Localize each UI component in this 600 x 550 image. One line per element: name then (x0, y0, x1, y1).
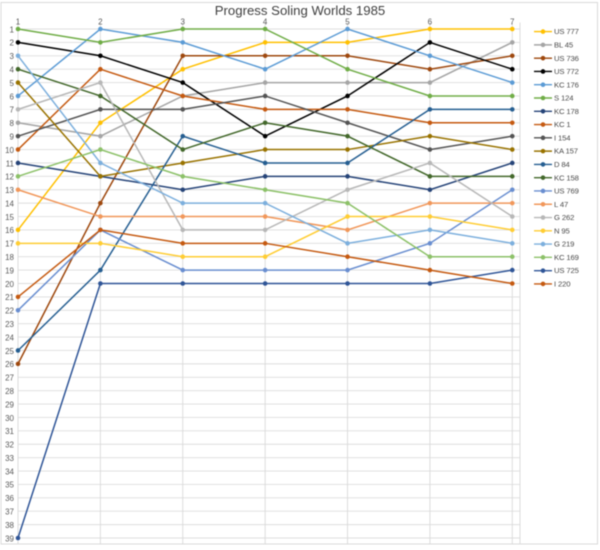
svg-text:7: 7 (510, 17, 515, 26)
svg-text:32: 32 (5, 441, 14, 450)
svg-text:3: 3 (10, 52, 15, 61)
svg-text:N 95: N 95 (554, 226, 570, 235)
svg-text:29: 29 (5, 400, 14, 409)
svg-text:4: 4 (263, 17, 268, 26)
svg-text:US 736: US 736 (554, 54, 579, 63)
svg-text:D 84: D 84 (554, 160, 571, 169)
svg-text:27: 27 (5, 374, 14, 383)
svg-text:34: 34 (5, 467, 14, 476)
svg-text:KC 169: KC 169 (554, 253, 579, 262)
svg-text:G 219: G 219 (554, 240, 574, 249)
svg-text:20: 20 (5, 280, 14, 289)
svg-text:1: 1 (10, 25, 15, 34)
svg-text:31: 31 (5, 427, 14, 436)
svg-text:12: 12 (5, 173, 14, 182)
svg-text:KA 157: KA 157 (554, 147, 578, 156)
svg-text:26: 26 (5, 360, 14, 369)
svg-text:6: 6 (10, 92, 15, 101)
svg-text:2: 2 (98, 17, 103, 26)
svg-text:15: 15 (5, 213, 14, 222)
svg-text:16: 16 (5, 226, 14, 235)
svg-text:13: 13 (5, 186, 14, 195)
svg-text:I 220: I 220 (554, 280, 570, 289)
svg-text:33: 33 (5, 454, 14, 463)
svg-text:25: 25 (5, 347, 14, 356)
svg-text:39: 39 (5, 534, 14, 543)
svg-text:3: 3 (181, 17, 186, 26)
svg-text:18: 18 (5, 253, 14, 262)
svg-text:14: 14 (5, 199, 14, 208)
svg-text:2: 2 (10, 39, 15, 48)
svg-text:US 769: US 769 (554, 187, 579, 196)
svg-text:24: 24 (5, 333, 14, 342)
svg-text:9: 9 (10, 132, 15, 141)
svg-text:28: 28 (5, 387, 14, 396)
svg-text:38: 38 (5, 521, 14, 530)
svg-text:37: 37 (5, 508, 14, 517)
svg-text:35: 35 (5, 481, 14, 490)
svg-text:US 772: US 772 (554, 67, 579, 76)
svg-text:6: 6 (428, 17, 433, 26)
svg-text:7: 7 (10, 106, 15, 115)
svg-text:US 777: US 777 (554, 27, 579, 36)
svg-text:5: 5 (10, 79, 15, 88)
svg-text:4: 4 (10, 65, 15, 74)
svg-text:21: 21 (5, 293, 14, 302)
svg-text:17: 17 (5, 240, 14, 249)
svg-text:36: 36 (5, 494, 14, 503)
svg-text:8: 8 (10, 119, 15, 128)
svg-text:L 47: L 47 (554, 200, 568, 209)
svg-text:11: 11 (6, 159, 15, 168)
svg-text:5: 5 (345, 17, 350, 26)
svg-text:G 262: G 262 (554, 213, 574, 222)
svg-text:KC 176: KC 176 (554, 80, 579, 89)
svg-text:KC 158: KC 158 (554, 173, 579, 182)
svg-text:S 124: S 124 (554, 94, 574, 103)
svg-text:KC 1: KC 1 (554, 120, 571, 129)
svg-text:23: 23 (5, 320, 14, 329)
svg-text:KC 178: KC 178 (554, 107, 579, 116)
svg-text:19: 19 (5, 266, 14, 275)
svg-text:US 725: US 725 (554, 266, 579, 275)
svg-text:30: 30 (5, 414, 14, 423)
svg-text:1: 1 (16, 17, 21, 26)
svg-text:BL 45: BL 45 (554, 40, 573, 49)
svg-text:I 154: I 154 (554, 133, 571, 142)
svg-text:Progress Soling Worlds 1985: Progress Soling Worlds 1985 (215, 3, 386, 18)
svg-text:22: 22 (5, 307, 14, 316)
svg-text:10: 10 (5, 146, 14, 155)
